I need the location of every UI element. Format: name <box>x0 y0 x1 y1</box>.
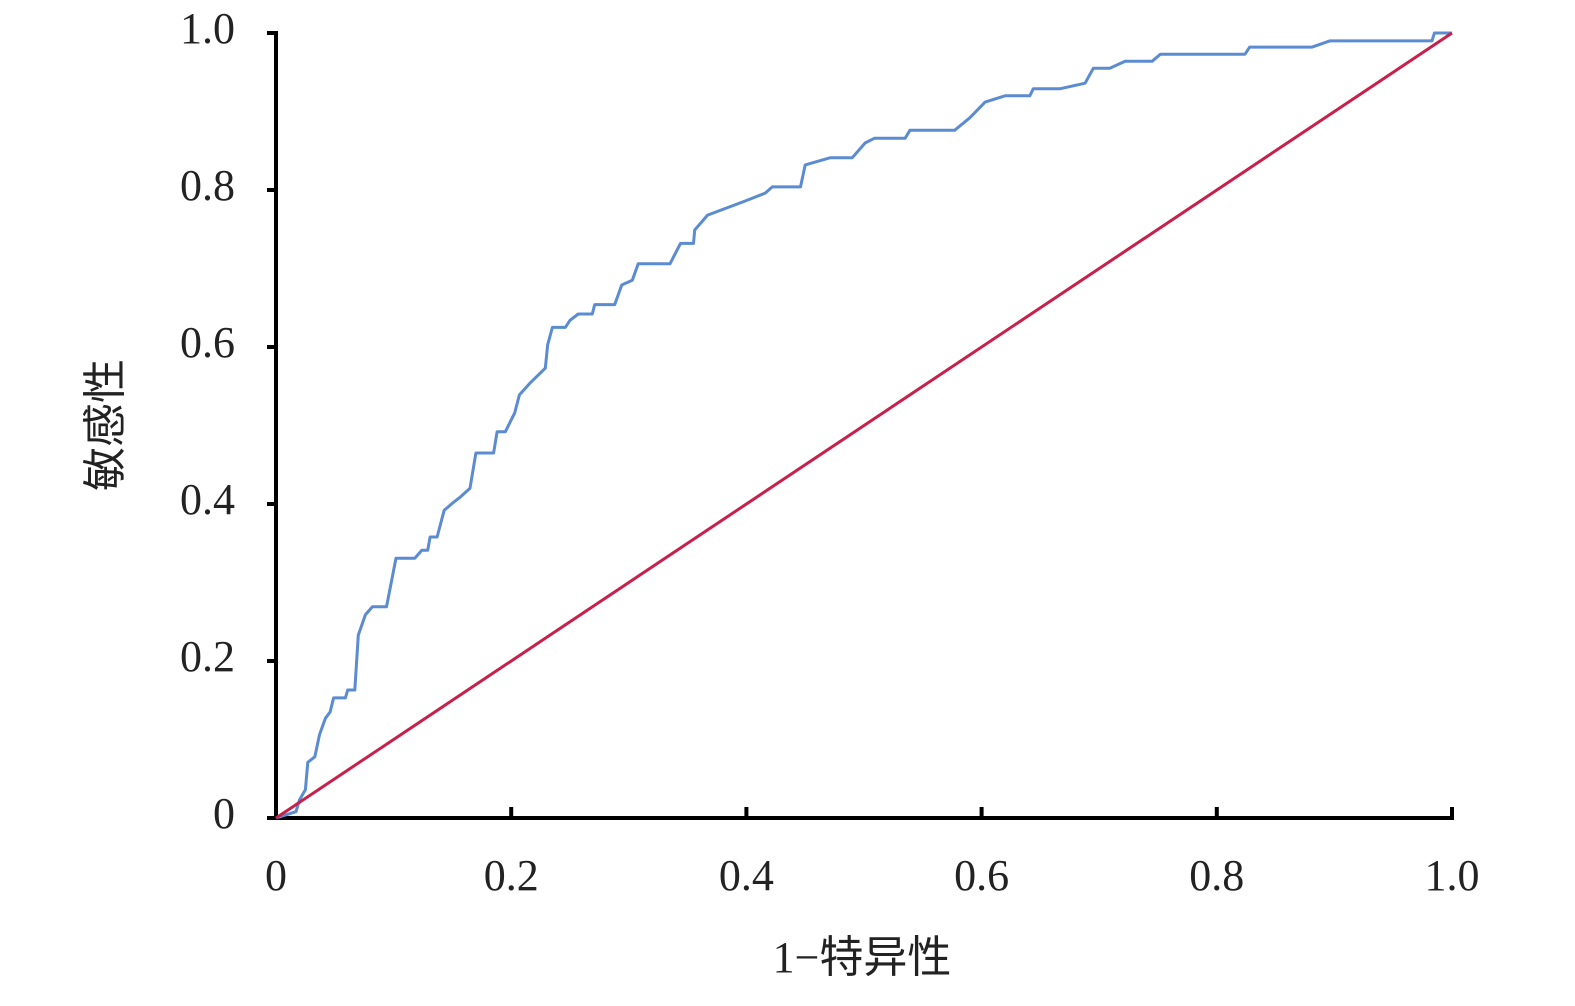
x-tick-label: 0.6 <box>954 851 1009 900</box>
x-axis-label: 1−特异性 <box>773 933 952 982</box>
y-tick-label: 0.4 <box>180 475 235 524</box>
line-series <box>275 31 1453 820</box>
y-tick-label: 0 <box>213 789 235 838</box>
y-tick-label: 0.8 <box>180 161 235 210</box>
y-axis-label: 敏感性 <box>81 359 130 491</box>
y-tick-label: 1.0 <box>180 4 235 53</box>
x-tick-label: 0.2 <box>484 851 539 900</box>
x-tick-label: 0.8 <box>1189 851 1244 900</box>
y-tick-label: 0.2 <box>180 632 235 681</box>
x-tick-label: 1.0 <box>1425 851 1480 900</box>
y-tick-label: 0.6 <box>180 318 235 367</box>
x-tick-label: 0 <box>265 851 287 900</box>
line-series <box>275 31 1452 820</box>
x-tick-label: 0.4 <box>719 851 774 900</box>
